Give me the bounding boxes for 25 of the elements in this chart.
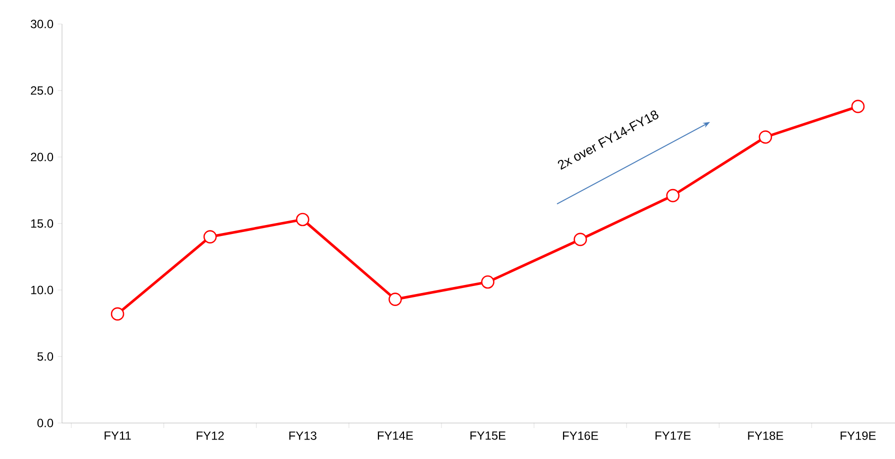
y-tick-label: 15.0: [31, 219, 54, 228]
x-tick-label: FY13: [289, 431, 316, 440]
point: [851, 100, 865, 114]
point: [758, 130, 772, 144]
y-tick-label: 10.0: [31, 286, 54, 294]
y-tick-label: 5.0: [37, 352, 54, 361]
y-tick-label: 30.0: [30, 20, 54, 28]
point: [481, 275, 494, 289]
x-tick-label: FY17E: [656, 431, 691, 440]
y-tick-label: 0.0: [37, 418, 54, 428]
x-tick-label: FY18E: [748, 431, 784, 440]
point: [296, 212, 310, 226]
y-tick-label: 25.0: [30, 86, 54, 95]
x-tick-label: FY12: [196, 431, 224, 440]
x-tick-label: FY16E: [563, 431, 598, 440]
x-tick-label: FY11: [104, 431, 131, 440]
x-tick-label: FY14E: [378, 431, 413, 440]
x-tick-label: FY19E: [840, 431, 876, 440]
x-tick-label: FY15E: [470, 431, 506, 440]
y-tick-label: 20.0: [30, 152, 54, 162]
point: [574, 232, 587, 246]
point: [110, 307, 124, 321]
point: [388, 292, 402, 306]
point: [203, 230, 217, 244]
point: [666, 188, 680, 202]
